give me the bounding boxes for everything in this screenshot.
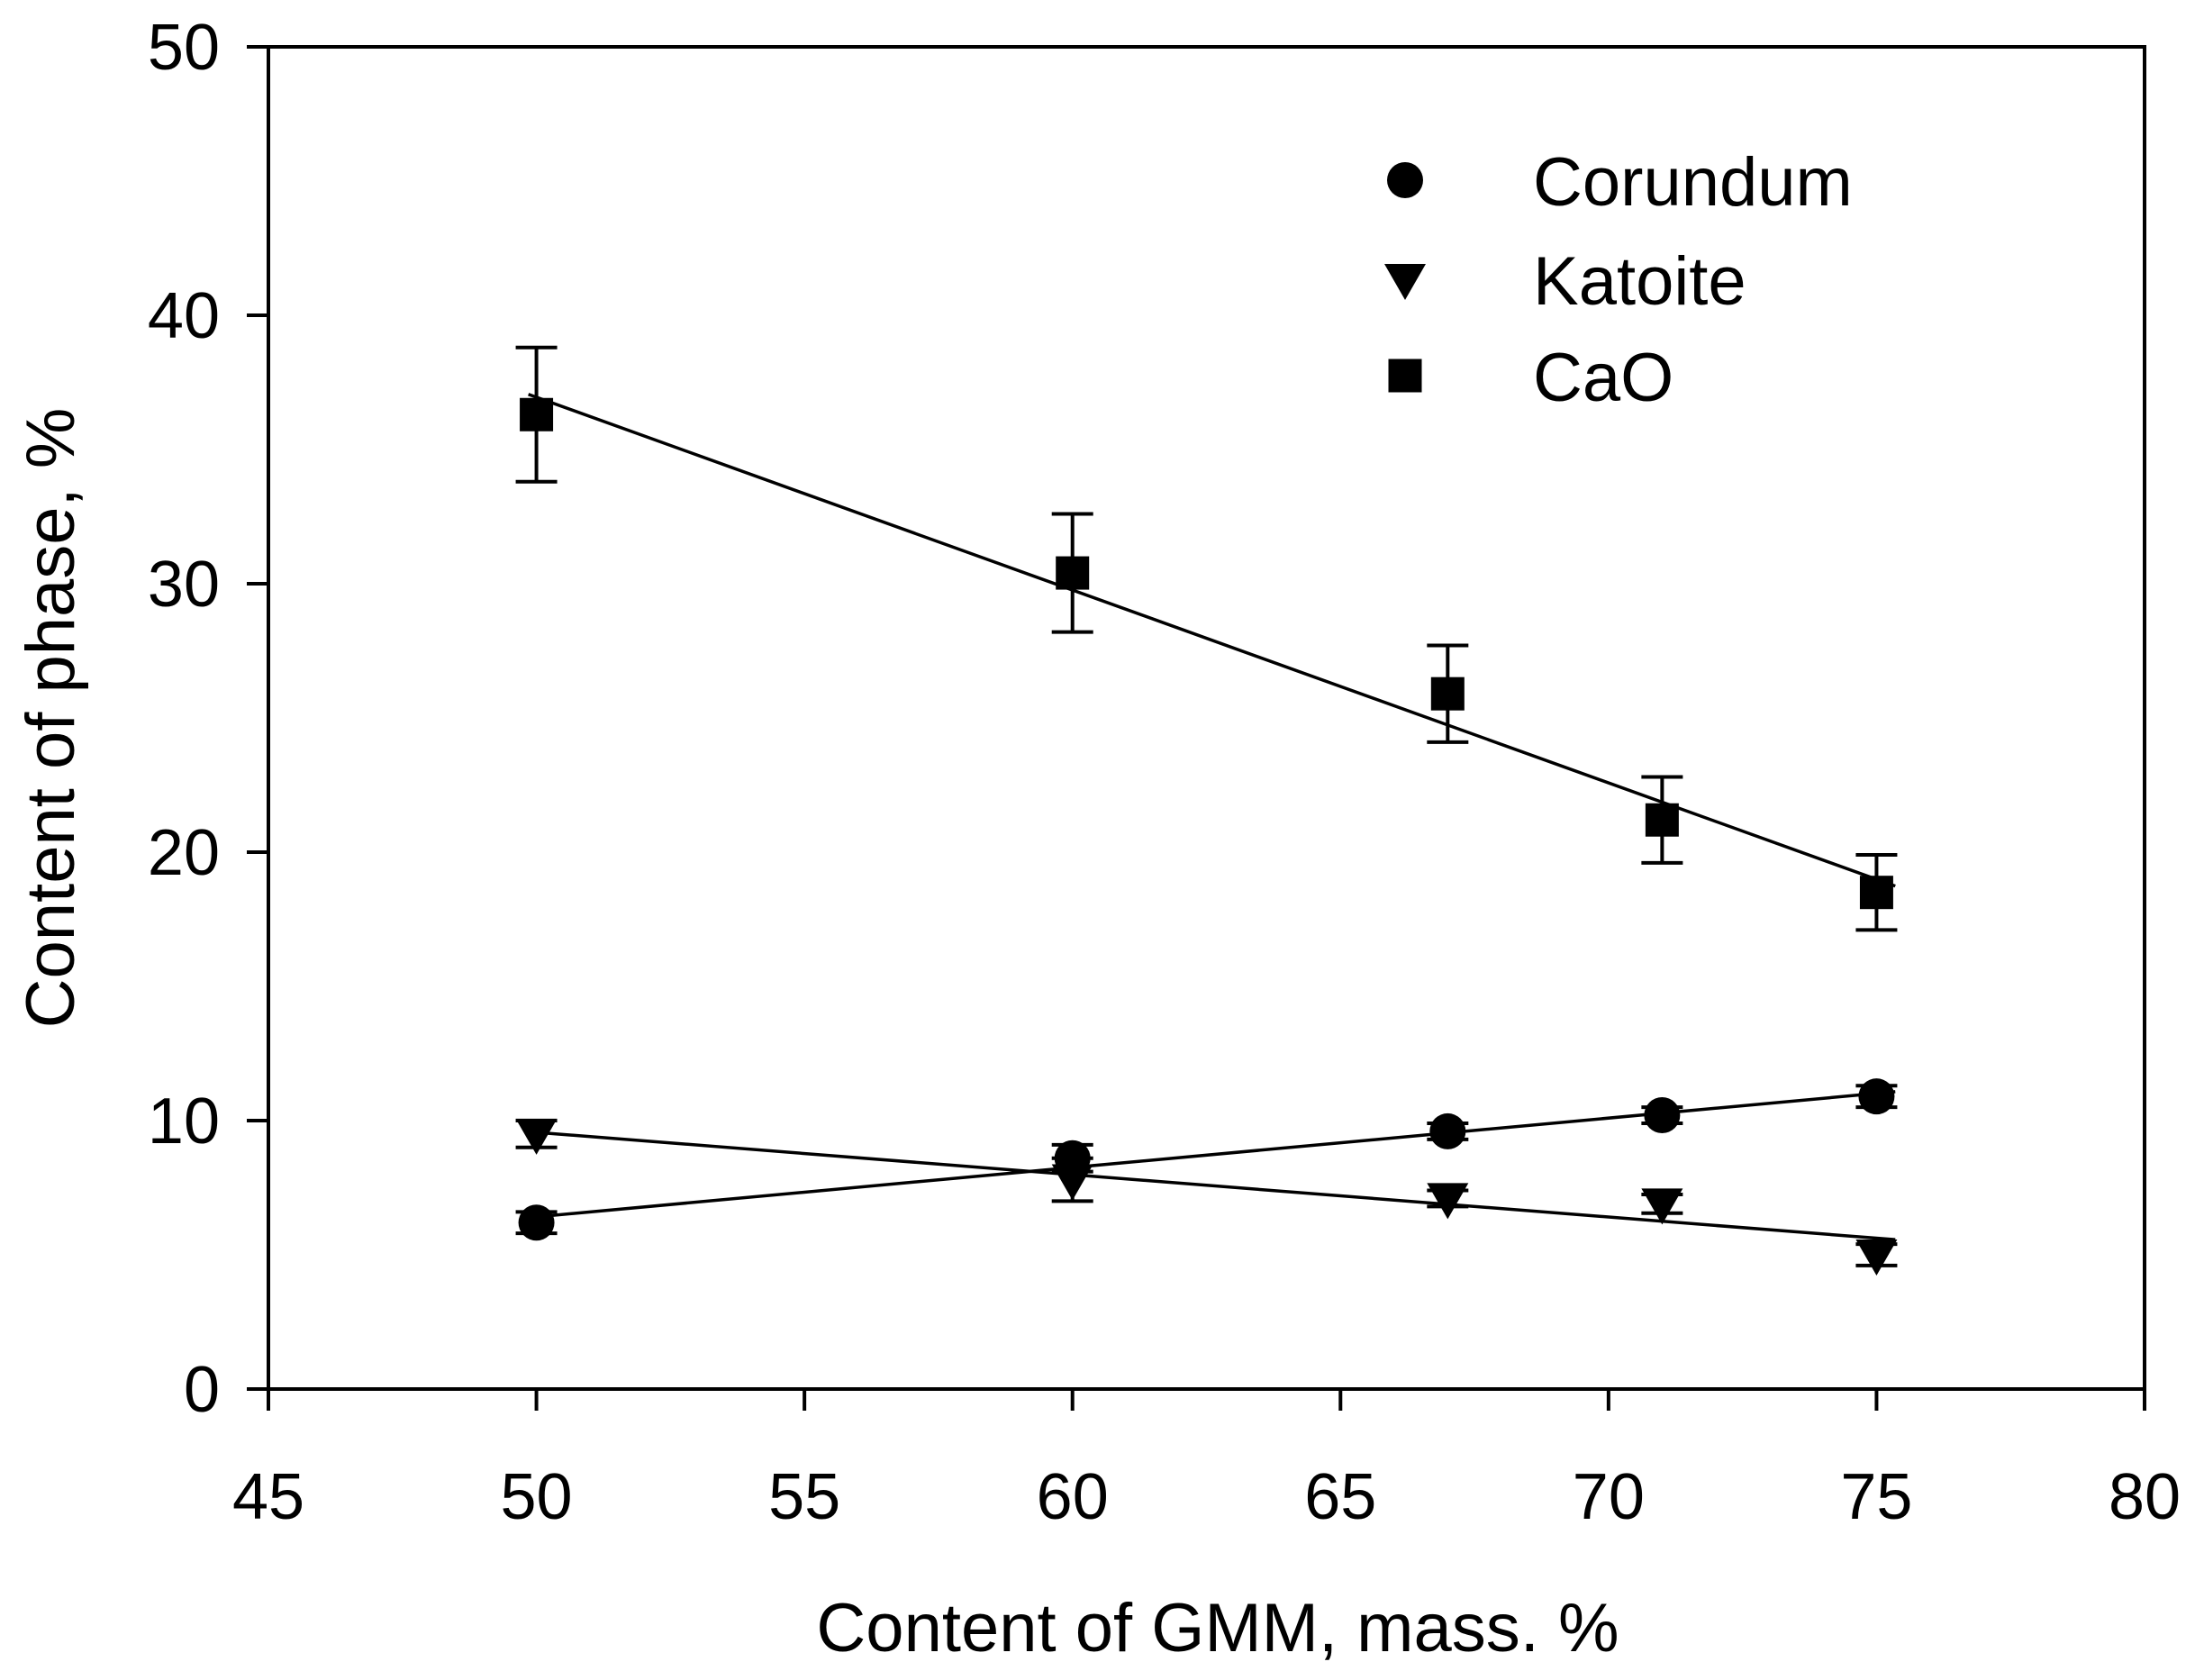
cao-marker <box>1645 803 1679 837</box>
square-icon <box>1388 359 1422 393</box>
legend: Corundum Katoite CaO <box>1384 144 1853 416</box>
plot-frame <box>267 45 2146 1391</box>
y-tick-label: 30 <box>148 549 220 621</box>
legend-entry-corundum: Corundum <box>1387 144 1853 221</box>
legend-entry-katoite: Katoite <box>1384 243 1746 320</box>
circle-icon <box>1387 162 1423 198</box>
x-axis-title: Content of GMM, mass. % <box>816 1590 1619 1666</box>
cao-marker <box>520 397 554 431</box>
y-tick-label: 50 <box>148 12 220 84</box>
cao-marker <box>1056 556 1090 590</box>
katoite-marker <box>515 1118 558 1155</box>
y-tick-label: 10 <box>148 1085 220 1158</box>
x-tick-label: 80 <box>2109 1461 2181 1533</box>
corundum-marker <box>518 1204 555 1241</box>
x-tick-label: 60 <box>1037 1461 1109 1533</box>
x-tick-label: 70 <box>1573 1461 1645 1533</box>
legend-label-katoite: Katoite <box>1533 243 1746 320</box>
y-tick-label: 0 <box>184 1354 220 1426</box>
y-tick-label: 20 <box>148 817 220 889</box>
x-tick-label: 75 <box>1840 1461 1912 1533</box>
katoite-marker <box>1855 1240 1898 1276</box>
legend-label-cao: CaO <box>1533 340 1673 416</box>
cao-marker <box>1430 677 1465 711</box>
x-tick-label: 50 <box>501 1461 573 1533</box>
x-tick-label: 45 <box>232 1461 304 1533</box>
katoite-marker <box>1641 1188 1683 1225</box>
cao-marker <box>1859 876 1893 910</box>
legend-entry-cao: CaO <box>1388 340 1673 416</box>
corundum-trendline <box>528 1090 1896 1220</box>
katoite-marker <box>1427 1183 1469 1220</box>
plot-area: 45 50 55 60 65 70 75 80 0 10 20 30 40 50 <box>148 12 2181 1533</box>
x-tick-label: 65 <box>1304 1461 1376 1533</box>
y-axis-title: Content of phase, % <box>13 408 89 1029</box>
corundum-marker <box>1644 1097 1681 1134</box>
x-tick-label: 55 <box>768 1461 840 1533</box>
triangle-down-icon <box>1384 264 1426 300</box>
corundum-marker <box>1858 1078 1895 1115</box>
corundum-marker <box>1429 1112 1466 1149</box>
legend-label-corundum: Corundum <box>1533 144 1853 221</box>
y-tick-label: 40 <box>148 280 220 352</box>
cao-trendline <box>528 393 1896 888</box>
katoite-trendline <box>528 1130 1896 1241</box>
katoite-marker <box>1051 1164 1093 1201</box>
